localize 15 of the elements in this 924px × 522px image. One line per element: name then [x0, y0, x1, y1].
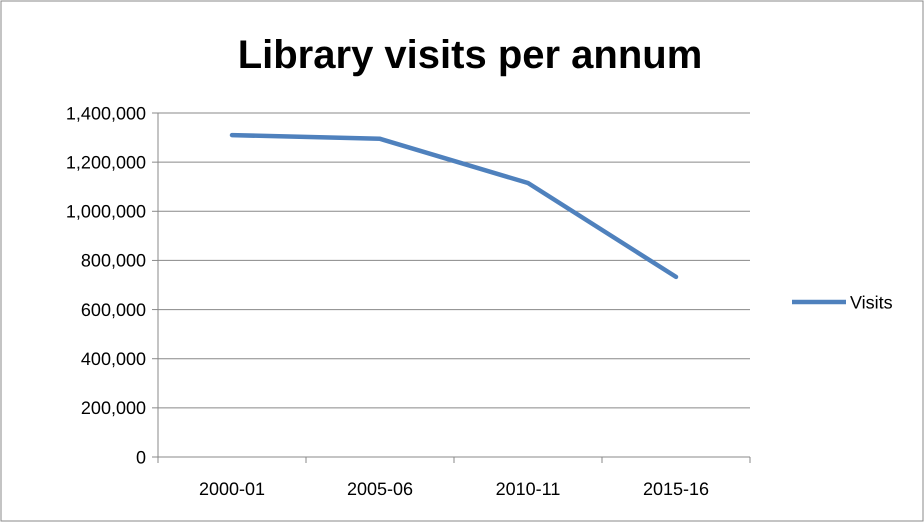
y-tick-label: 1,000,000	[66, 202, 146, 222]
y-tick-label: 1,400,000	[66, 103, 146, 124]
legend-label: Visits	[850, 292, 893, 312]
x-tick-label: 2005-06	[346, 479, 414, 499]
chart-title: Library visits per annum	[238, 33, 702, 77]
y-tick-label: 600,000	[80, 300, 146, 320]
y-tick-label: 0	[136, 447, 146, 468]
y-tick-label: 200,000	[80, 398, 146, 418]
line-series	[230, 132, 678, 280]
y-tick-label: 800,000	[80, 250, 146, 271]
y-tick-label: 1,200,000	[66, 152, 146, 172]
y-tick-label: 400,000	[80, 349, 146, 370]
x-tick-label: 2000-01	[198, 479, 266, 499]
x-tick-label: 2010-11	[496, 479, 560, 499]
x-tick-label: 2015-16	[642, 479, 710, 499]
